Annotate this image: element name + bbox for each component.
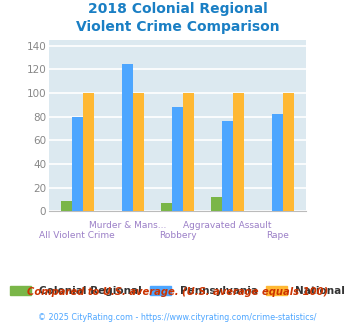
- Text: All Violent Crime: All Violent Crime: [39, 231, 115, 240]
- Bar: [222, 121, 233, 211]
- Bar: [172, 107, 183, 211]
- Bar: [72, 116, 83, 211]
- Bar: [272, 114, 283, 211]
- Bar: [122, 64, 133, 211]
- Text: Robbery: Robbery: [159, 231, 196, 240]
- Bar: [233, 93, 244, 211]
- Bar: [61, 201, 72, 211]
- Text: Rape: Rape: [266, 231, 289, 240]
- Bar: [161, 203, 172, 211]
- Text: Compared to U.S. average. (U.S. average equals 100): Compared to U.S. average. (U.S. average …: [27, 287, 328, 297]
- Text: Aggravated Assault: Aggravated Assault: [184, 221, 272, 230]
- Bar: [211, 197, 222, 211]
- Bar: [133, 93, 144, 211]
- Bar: [283, 93, 294, 211]
- Bar: [83, 93, 94, 211]
- Bar: [183, 93, 194, 211]
- Legend: Colonial Regional, Pennsylvania, National: Colonial Regional, Pennsylvania, Nationa…: [6, 281, 349, 300]
- Text: © 2025 CityRating.com - https://www.cityrating.com/crime-statistics/: © 2025 CityRating.com - https://www.city…: [38, 313, 317, 322]
- Title: 2018 Colonial Regional
Violent Crime Comparison: 2018 Colonial Regional Violent Crime Com…: [76, 2, 279, 34]
- Text: Murder & Mans...: Murder & Mans...: [89, 221, 166, 230]
